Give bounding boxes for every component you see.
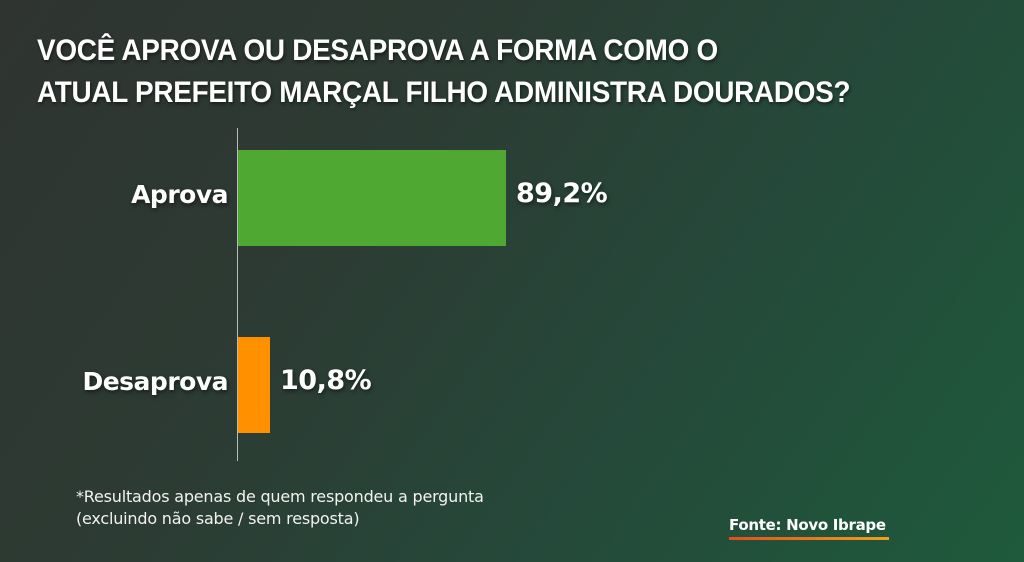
category-label-aprova: Aprova	[131, 180, 228, 209]
chart-title-line-2: ATUAL PREFEITO MARÇAL FILHO ADMINISTRA D…	[37, 76, 851, 109]
y-axis-line	[237, 128, 238, 461]
chart-title-line-1: VOCÊ APROVA OU DESAPROVA A FORMA COMO O	[37, 34, 718, 67]
footnote: *Resultados apenas de quem respondeu a p…	[76, 486, 484, 530]
value-label-aprova: 89,2%	[516, 178, 608, 209]
footnote-line-1: *Resultados apenas de quem respondeu a p…	[76, 487, 484, 506]
bar-desaprova	[238, 337, 270, 433]
bar-aprova	[238, 150, 506, 246]
value-label-desaprova: 10,8%	[280, 365, 372, 396]
source-underline	[729, 537, 889, 540]
source-label: Fonte: Novo Ibrape	[729, 516, 886, 534]
footnote-line-2: (excluindo não sabe / sem resposta)	[76, 509, 360, 528]
category-label-desaprova: Desaprova	[82, 367, 228, 396]
chart-title: VOCÊ APROVA OU DESAPROVA A FORMA COMO O …	[37, 30, 851, 114]
